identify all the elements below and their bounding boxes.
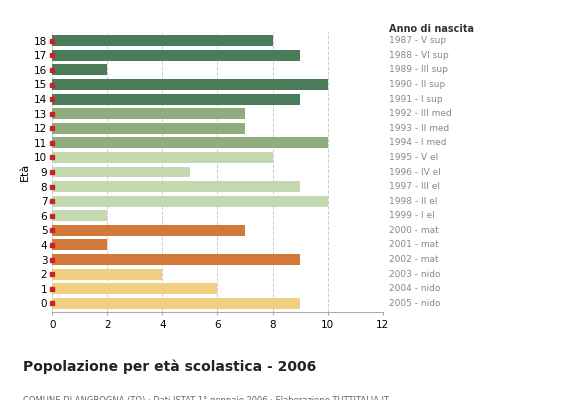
Bar [52,254,300,265]
Bar [52,79,328,90]
Bar [52,283,218,294]
Bar [52,181,300,192]
Bar [52,123,245,134]
Text: 1996 - IV el: 1996 - IV el [389,168,440,176]
Bar [52,137,328,148]
Bar [52,210,107,221]
Text: 2002 - mat: 2002 - mat [389,255,438,264]
Text: Anno di nascita: Anno di nascita [389,24,474,34]
Bar [52,196,328,207]
Text: 2000 - mat: 2000 - mat [389,226,438,235]
Text: 2001 - mat: 2001 - mat [389,240,438,250]
Text: 1995 - V el: 1995 - V el [389,153,438,162]
Text: 2004 - nido: 2004 - nido [389,284,440,293]
Bar [52,298,300,309]
Text: 1998 - II el: 1998 - II el [389,197,437,206]
Text: 1989 - III sup: 1989 - III sup [389,66,448,74]
Text: 1991 - I sup: 1991 - I sup [389,94,442,104]
Bar [52,166,190,178]
Text: 1999 - I el: 1999 - I el [389,211,434,220]
Bar [52,35,273,46]
Text: 2005 - nido: 2005 - nido [389,299,440,308]
Bar [52,94,300,104]
Text: 1988 - VI sup: 1988 - VI sup [389,51,448,60]
Text: COMUNE DI ANGROGNA (TO) · Dati ISTAT 1° gennaio 2006 · Elaborazione TUTTITALIA.I: COMUNE DI ANGROGNA (TO) · Dati ISTAT 1° … [23,396,389,400]
Text: 1994 - I med: 1994 - I med [389,138,446,147]
Bar [52,240,107,250]
Bar [52,225,245,236]
Text: 1993 - II med: 1993 - II med [389,124,449,133]
Text: 1987 - V sup: 1987 - V sup [389,36,445,45]
Bar [52,269,162,280]
Bar [52,64,107,75]
Text: 1990 - II sup: 1990 - II sup [389,80,445,89]
Text: 1997 - III el: 1997 - III el [389,182,440,191]
Bar [52,50,300,61]
Y-axis label: Età: Età [20,163,30,181]
Text: 2003 - nido: 2003 - nido [389,270,440,278]
Text: 1992 - III med: 1992 - III med [389,109,451,118]
Bar [52,108,245,119]
Bar [52,152,273,163]
Text: Popolazione per età scolastica - 2006: Popolazione per età scolastica - 2006 [23,360,317,374]
